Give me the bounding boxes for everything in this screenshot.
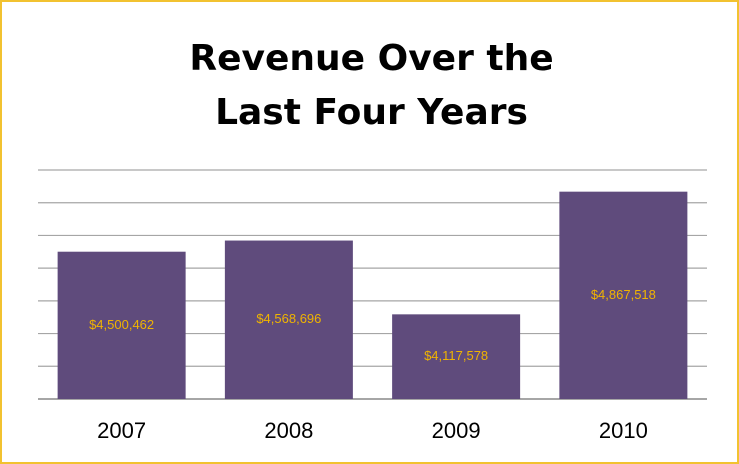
data-label: $4,500,462 [89, 317, 154, 332]
x-tick-label: 2008 [264, 418, 313, 443]
data-label: $4,867,518 [591, 287, 656, 302]
x-tick-label: 2010 [599, 418, 648, 443]
bar [392, 314, 521, 399]
x-tick-label: 2009 [432, 418, 481, 443]
data-label: $4,568,696 [256, 311, 321, 326]
bar [559, 191, 688, 399]
chart-title: Revenue Over the Last Four Years [189, 38, 554, 133]
bar [224, 240, 353, 399]
x-tick-label: 2007 [97, 418, 146, 443]
data-label: $4,117,578 [424, 348, 488, 363]
bar [57, 251, 186, 399]
